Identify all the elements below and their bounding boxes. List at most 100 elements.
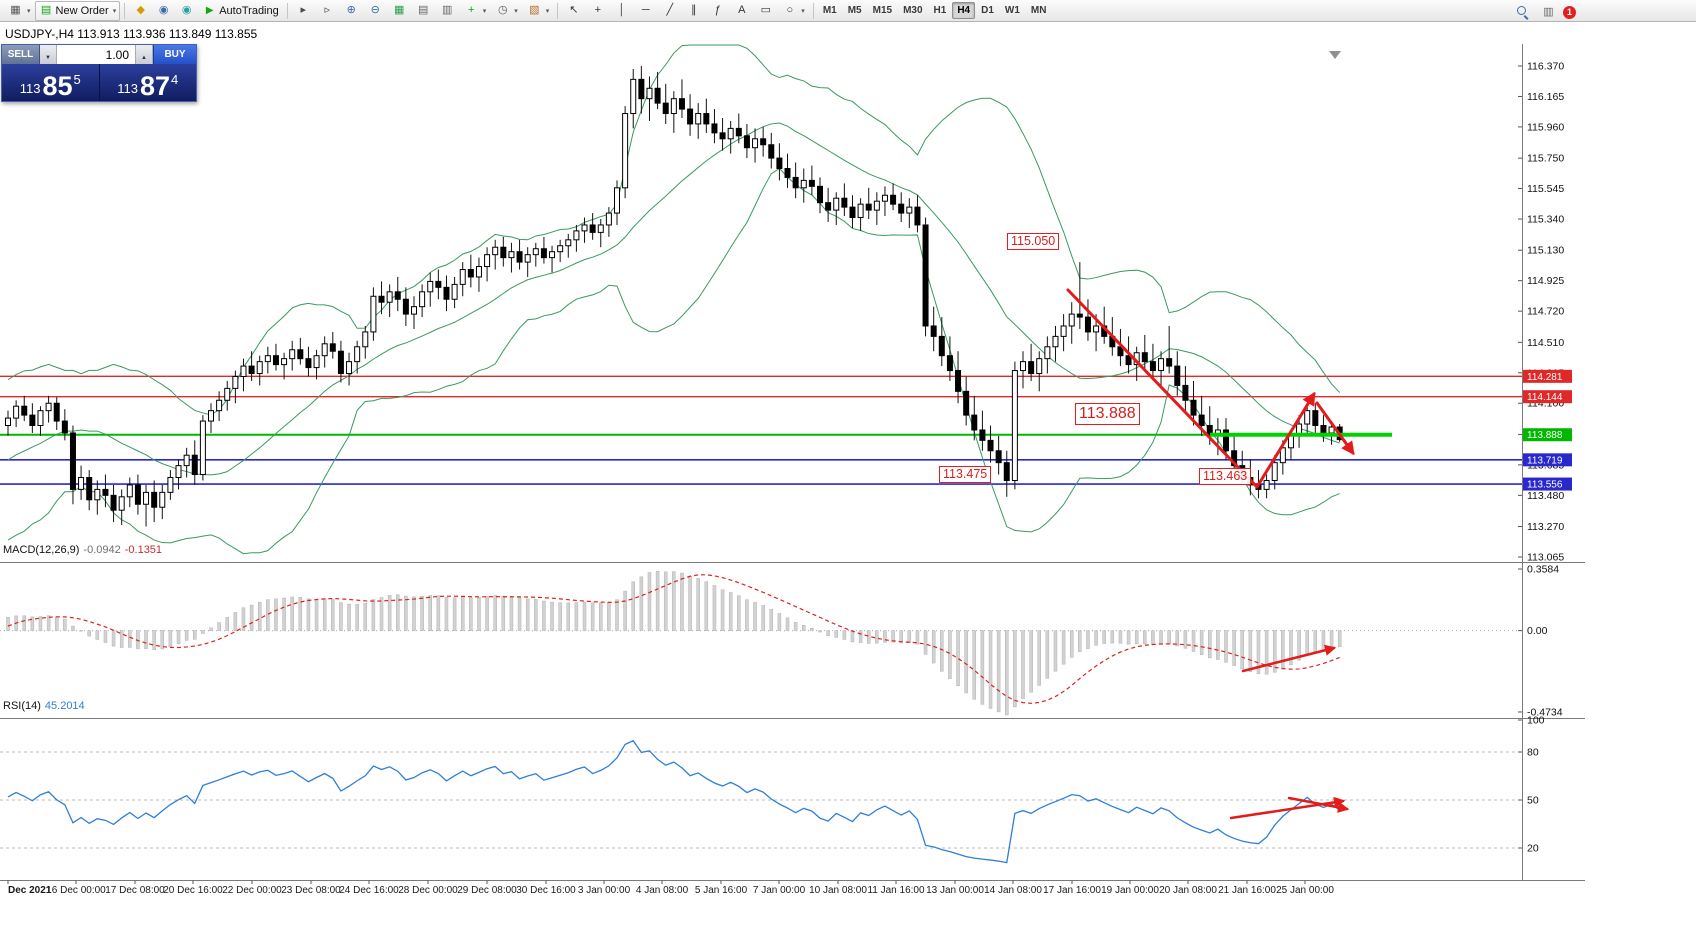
cursor-button[interactable]: ↖ <box>562 1 585 21</box>
macd-bar <box>257 601 262 631</box>
trade-panel-prices: 113 85 5 113 87 4 <box>2 64 196 101</box>
trend-arrow[interactable] <box>1287 796 1350 813</box>
new-order-label: New Order <box>55 4 109 17</box>
candle-body <box>297 349 304 360</box>
layout-button[interactable] <box>1537 2 1560 22</box>
timeframe-W1[interactable]: W1 <box>1004 5 1020 16</box>
timeframe-M30[interactable]: M30 <box>903 5 923 16</box>
macd-bar <box>680 572 684 631</box>
timeframe-M15[interactable]: M15 <box>872 5 893 16</box>
macd-bar <box>728 592 733 631</box>
text-button[interactable]: A <box>730 1 753 21</box>
macd-bar <box>193 630 197 640</box>
macd-bar <box>590 602 595 631</box>
chart-area[interactable]: 116.370 116.165 115.960 115.750 115.545 115.3… <box>0 22 1696 896</box>
candle-body <box>581 224 588 232</box>
price-axis[interactable] <box>1522 22 1585 858</box>
macd-bar <box>355 603 359 631</box>
candle-body <box>963 390 970 416</box>
trend-arrow[interactable] <box>1315 401 1355 456</box>
candle-body <box>752 138 759 149</box>
new-chart-button[interactable] <box>4 1 35 21</box>
notification-badge[interactable]: 1 <box>1563 5 1576 19</box>
macd-bar <box>30 616 35 631</box>
candle-body <box>281 358 288 366</box>
volume-input[interactable]: 1.00 <box>57 45 136 64</box>
metaeditor-button[interactable] <box>129 1 152 21</box>
new-order-button[interactable]: New Order <box>34 0 121 21</box>
trend-arrow[interactable] <box>1255 391 1316 489</box>
trend-arrow[interactable] <box>1241 644 1337 673</box>
timeframe-H4[interactable]: H4 <box>952 2 976 19</box>
timeframe-M1[interactable]: M1 <box>822 5 837 16</box>
time-axis-label: 17 Jan 16:00 <box>1043 885 1101 896</box>
trend-arrows[interactable] <box>1066 288 1355 820</box>
market-button[interactable] <box>152 1 175 21</box>
trend-arrow[interactable] <box>1229 796 1346 820</box>
timeframe-M5[interactable]: M5 <box>847 5 862 16</box>
candle-body <box>898 203 905 214</box>
price-annotation-113.888[interactable]: 113.888 <box>1075 403 1140 425</box>
periods-button[interactable]: ◷ <box>491 1 522 21</box>
sell-price-prefix: 113 <box>19 81 41 96</box>
horizontal-line-button[interactable]: ─ <box>634 1 657 21</box>
timeframe-H1[interactable]: H1 <box>933 5 947 16</box>
macd-bar <box>1037 630 1041 686</box>
macd-bar <box>655 570 660 631</box>
shapes-button[interactable]: ○ <box>778 1 809 21</box>
time-axis[interactable] <box>0 859 1522 877</box>
macd-name: MACD(12,26,9) <box>3 544 80 556</box>
buy-price[interactable]: 113 87 4 <box>100 64 197 101</box>
chart-shift-marker[interactable] <box>1329 51 1341 59</box>
search-button[interactable] <box>1512 2 1534 22</box>
buy-price-big: 87 <box>139 71 171 102</box>
vertical-line-button[interactable]: │ <box>610 1 633 21</box>
macd-bar <box>866 630 871 644</box>
price-annotation-113.475[interactable]: 113.475 <box>939 466 992 483</box>
buy-button[interactable]: BUY <box>153 45 196 64</box>
volume-decrease-button[interactable] <box>40 45 57 64</box>
timeframe-MN[interactable]: MN <box>1030 5 1047 16</box>
data-window-button[interactable]: ▤ <box>412 1 435 21</box>
fibonacci-button[interactable]: ƒ <box>706 1 729 21</box>
trendline-button[interactable]: ╱ <box>658 1 681 21</box>
macd-bar <box>761 605 765 631</box>
timeframe-D1[interactable]: D1 <box>981 5 994 16</box>
zoom-in-button[interactable]: ⊕ <box>340 1 363 21</box>
trend-arrow[interactable] <box>1066 288 1259 489</box>
macd-bar <box>980 630 985 705</box>
cursor-icon: ↖ <box>569 4 579 16</box>
chart-shift-button[interactable]: ▹ <box>316 1 339 21</box>
equidistant-channel-button[interactable]: ∥ <box>682 1 705 21</box>
tile-windows-button[interactable]: ▦ <box>388 1 411 21</box>
community-button[interactable] <box>175 1 198 21</box>
candle-body <box>1198 414 1205 427</box>
horizontal-line-icon: ─ <box>641 4 650 16</box>
navigator-button[interactable]: ▥ <box>436 1 459 21</box>
templates-button[interactable]: ▧ <box>523 1 554 21</box>
sell-price[interactable]: 113 85 5 <box>2 64 100 101</box>
auto-scroll-button[interactable]: ▸ <box>292 1 315 21</box>
macd-bar <box>1281 630 1285 670</box>
new-chart-icon <box>8 3 23 18</box>
candle-body <box>735 127 742 137</box>
toolbar-separator <box>286 2 288 19</box>
candle-body <box>53 402 60 422</box>
crosshair-button[interactable]: + <box>586 1 609 21</box>
macd-bar <box>1029 630 1033 693</box>
candle-body <box>638 78 645 100</box>
candle-body <box>589 224 596 233</box>
volume-increase-button[interactable] <box>136 45 153 64</box>
label-button[interactable]: ▭ <box>754 1 777 21</box>
macd-bar <box>550 601 554 631</box>
macd-bar <box>1005 630 1009 716</box>
price-annotation-115.050[interactable]: 115.050 <box>1007 233 1060 250</box>
price-annotation-113.463[interactable]: 113.463 <box>1199 468 1252 485</box>
candle-body <box>427 280 434 293</box>
indicators-list-button[interactable]: + <box>460 1 491 21</box>
rsi-panel <box>0 739 1522 864</box>
zoom-out-button[interactable]: ⊖ <box>364 1 387 21</box>
sell-button[interactable]: SELL <box>2 45 40 64</box>
macd-bar <box>1297 630 1301 661</box>
autotrading-button[interactable]: AutoTrading <box>198 1 283 21</box>
